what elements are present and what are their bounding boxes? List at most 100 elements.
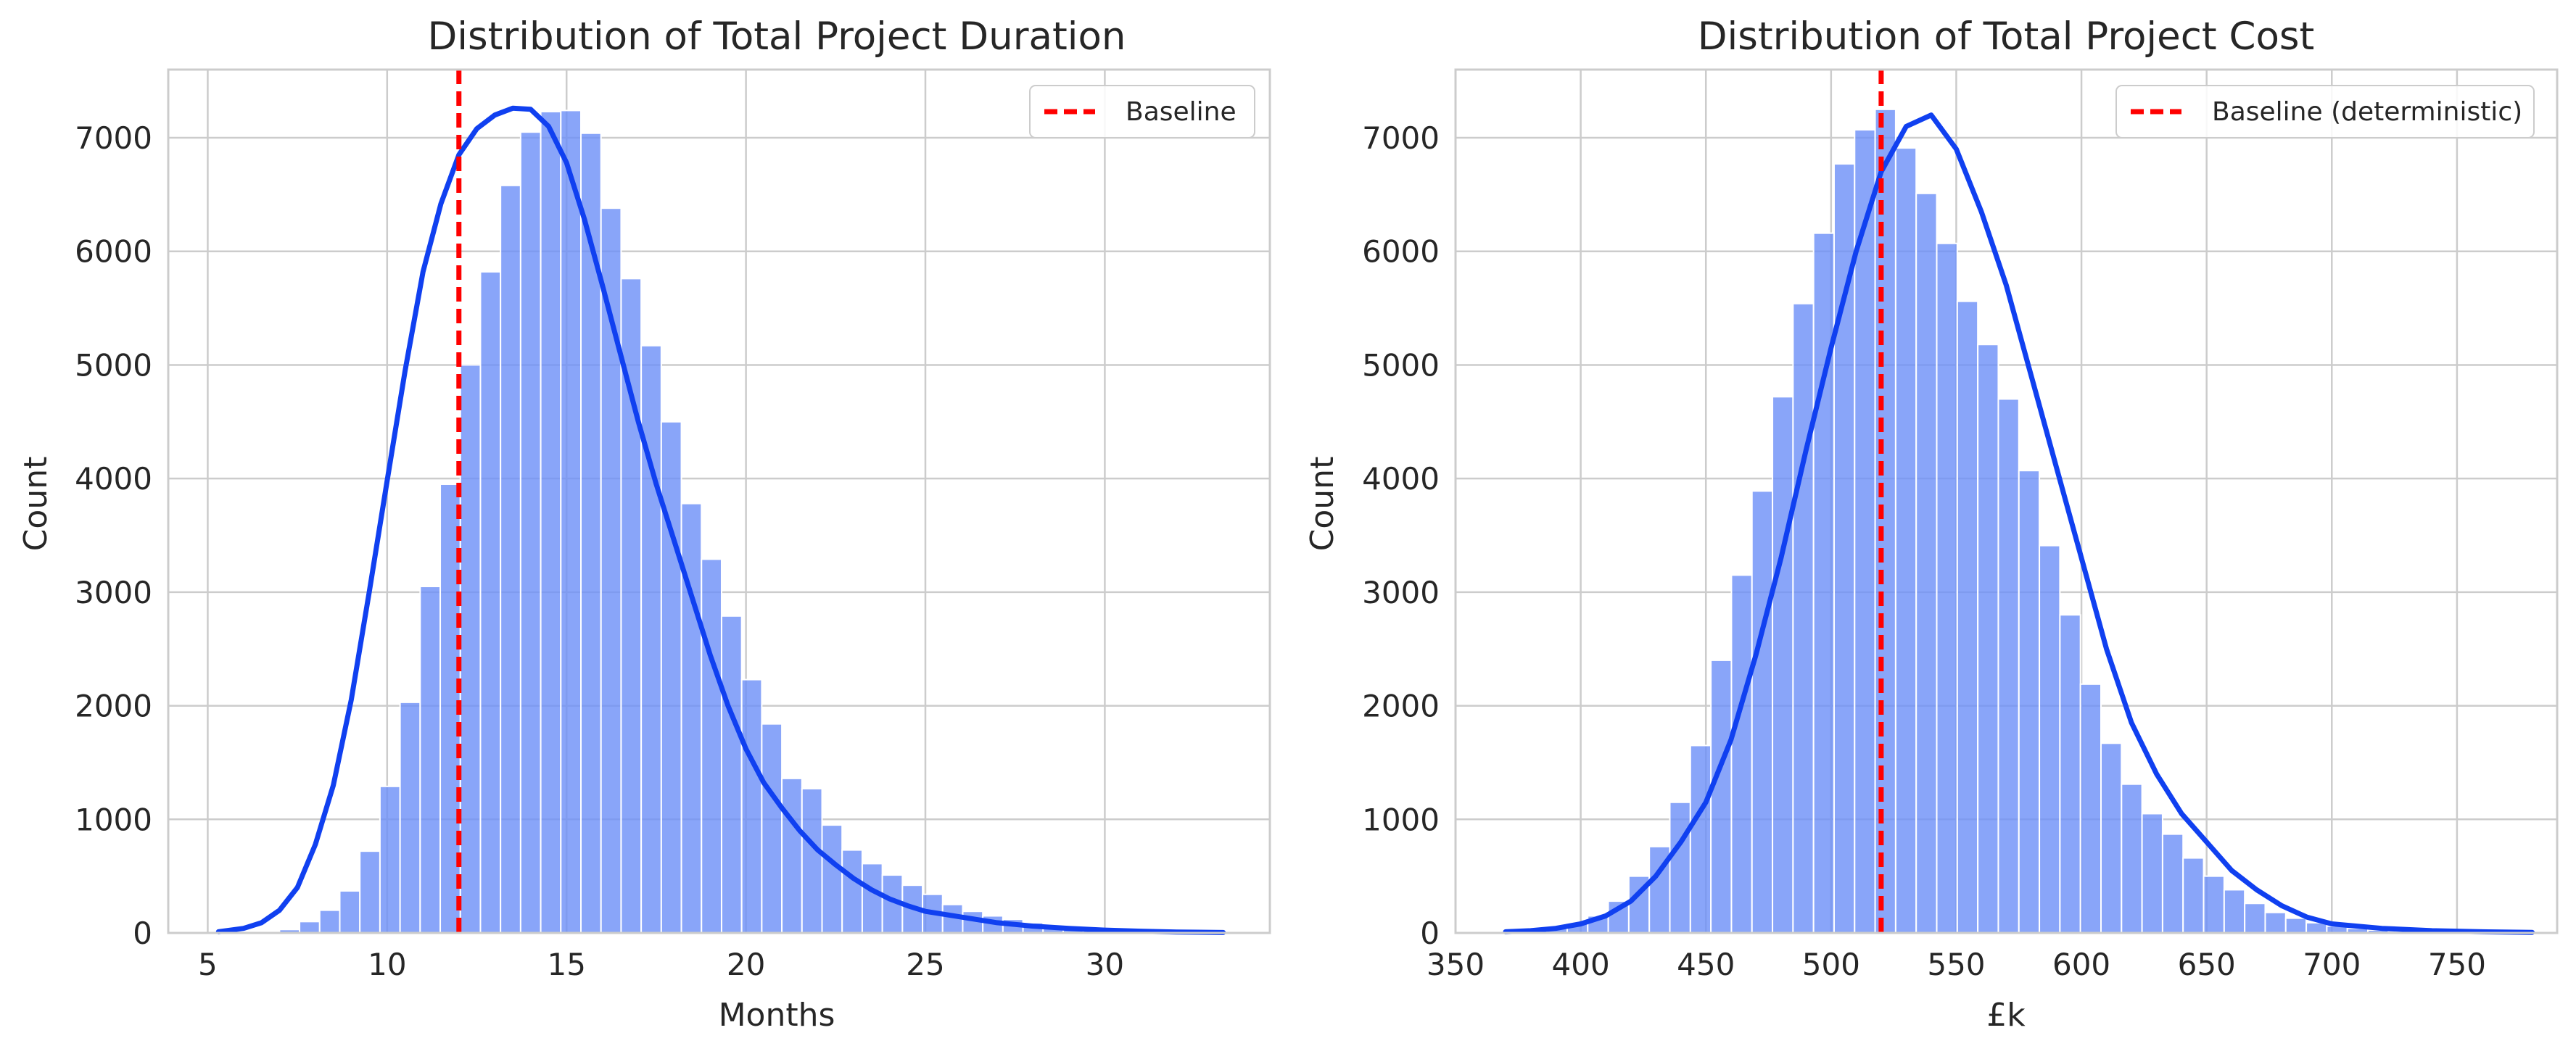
- duration-histogram-bar: [379, 785, 401, 934]
- duration-y-tick-label: 7000: [75, 120, 152, 156]
- cost-x-axis-label: £k: [1986, 997, 2026, 1034]
- duration-y-ticks: 0 1000 2000 3000 4000 5000 6000 7000: [75, 120, 152, 951]
- duration-histogram-bar: [701, 558, 722, 934]
- cost-x-tick-label: 400: [1552, 947, 1610, 982]
- duration-legend-box: [1029, 85, 1255, 138]
- duration-y-tick-label: 4000: [75, 461, 152, 497]
- cost-y-tick-label: 0: [1420, 916, 1440, 951]
- cost-histogram-bar: [2141, 813, 2163, 934]
- duration-histogram-bar: [801, 787, 823, 934]
- cost-x-tick-label: 450: [1677, 947, 1735, 982]
- cost-histogram-bar: [1792, 302, 1815, 934]
- duration-x-tick-label: 5: [198, 947, 218, 982]
- duration-histogram-bar: [560, 109, 582, 934]
- duration-y-tick-label: 5000: [75, 347, 152, 383]
- cost-x-tick-label: 550: [1927, 947, 1985, 982]
- duration-chart: 5 10 15 20 25 30 0 1000 2000 3000 4000 5000 6000 700…: [17, 14, 1271, 1034]
- cost-histogram-bar: [2161, 833, 2184, 934]
- cost-histogram-bar: [2264, 911, 2287, 934]
- duration-histogram-bar: [540, 110, 562, 934]
- duration-x-tick-label: 25: [906, 947, 944, 982]
- duration-kde-curve: [215, 105, 1226, 935]
- cost-y-tick-label: 4000: [1362, 461, 1440, 497]
- duration-y-tick-label: 1000: [75, 802, 152, 837]
- cost-axes-frame: [1454, 68, 2559, 934]
- cost-histogram-bar: [1854, 129, 1876, 934]
- cost-y-tick-label: 5000: [1362, 347, 1440, 383]
- cost-y-ticks: 0 1000 2000 3000 4000 5000 6000 7000: [1362, 120, 1440, 951]
- duration-histogram-bar: [740, 679, 763, 934]
- cost-histogram-bar: [2039, 544, 2061, 934]
- cost-histogram-bar: [1833, 163, 1856, 934]
- cost-legend-label: Baseline (deterministic): [2212, 97, 2522, 127]
- cost-histogram-bar: [2059, 614, 2081, 934]
- cost-histogram-bar: [2121, 783, 2143, 934]
- duration-histogram-bar: [761, 723, 783, 934]
- cost-x-tick-label: 600: [2052, 947, 2110, 982]
- cost-histogram-bar: [2018, 470, 2041, 934]
- cost-x-tick-label: 700: [2303, 947, 2361, 982]
- cost-x-tick-label: 500: [1802, 947, 1860, 982]
- duration-histogram-bar: [821, 824, 843, 934]
- cost-histogram-bar: [1669, 801, 1691, 934]
- duration-kde: [215, 105, 1226, 935]
- duration-y-tick-label: 6000: [75, 234, 152, 270]
- cost-x-tick-label: 750: [2428, 947, 2486, 982]
- cost-histogram-bar: [2203, 875, 2225, 934]
- duration-histogram-bar: [580, 132, 602, 934]
- cost-x-tick-label: 650: [2178, 947, 2236, 982]
- cost-x-ticks: 350 400 450 500 550 600 650 700 750: [1427, 947, 2486, 982]
- cost-histogram-bar: [1936, 242, 1958, 934]
- duration-frame: [167, 68, 1271, 934]
- cost-legend-box: [2115, 85, 2535, 138]
- cost-histogram-bar: [1710, 659, 1733, 934]
- cost-kde-curve: [1503, 112, 2535, 935]
- duration-histogram-bar: [459, 364, 482, 934]
- cost-chart-title: Distribution of Total Project Cost: [1698, 14, 2315, 59]
- cost-histogram-bar: [2079, 683, 2102, 934]
- cost-kde: [1503, 112, 2535, 935]
- cost-histogram-bar: [2223, 889, 2246, 934]
- duration-histogram-bar: [479, 270, 502, 934]
- duration-bars: [258, 109, 1266, 934]
- cost-histogram-bar: [1874, 108, 1896, 934]
- duration-histogram-bar: [841, 849, 863, 934]
- cost-histogram-bar: [1915, 192, 1938, 934]
- cost-legend: Baseline (deterministic): [2115, 85, 2535, 138]
- cost-histogram-bar: [2100, 742, 2123, 934]
- cost-frame: [1454, 68, 2559, 934]
- duration-histogram-bar: [881, 874, 904, 934]
- cost-histogram-bar: [2284, 917, 2308, 934]
- cost-chart: 350 400 450 500 550 600 650 700 750 0 1000 2000 300…: [1304, 14, 2559, 1034]
- duration-histogram-bar: [861, 863, 883, 934]
- cost-histogram-bar: [1956, 300, 1979, 934]
- duration-histogram-bar: [359, 850, 381, 934]
- cost-histogram-bar: [1730, 574, 1753, 934]
- duration-histogram-bar: [660, 420, 682, 934]
- duration-y-axis-label: Count: [17, 457, 54, 552]
- duration-legend-label: Baseline: [1126, 97, 1237, 127]
- duration-histogram-bar: [299, 921, 321, 934]
- duration-y-tick-label: 3000: [75, 575, 152, 610]
- cost-histogram-bar: [1997, 398, 2020, 934]
- duration-legend: Baseline: [1029, 85, 1255, 138]
- cost-x-tick-label: 350: [1427, 947, 1485, 982]
- duration-histogram-bar: [419, 586, 442, 934]
- duration-y-tick-label: 0: [133, 916, 152, 951]
- duration-histogram-bar: [781, 777, 803, 934]
- cost-histogram-bar: [1772, 396, 1794, 934]
- duration-x-tick-label: 10: [368, 947, 406, 982]
- cost-y-axis-label: Count: [1304, 457, 1341, 552]
- duration-histogram-bar: [318, 909, 341, 934]
- duration-histogram-bar: [339, 890, 361, 934]
- duration-x-ticks: 5 10 15 20 25 30: [198, 947, 1124, 982]
- duration-histogram-bar: [519, 131, 542, 934]
- cost-y-tick-label: 1000: [1362, 802, 1440, 837]
- duration-x-tick-label: 20: [727, 947, 765, 982]
- duration-histogram-bar: [399, 701, 421, 934]
- duration-axes-frame: [167, 68, 1271, 934]
- duration-y-tick-label: 2000: [75, 689, 152, 724]
- duration-x-tick-label: 15: [547, 947, 585, 982]
- cost-histogram-bar: [1689, 744, 1712, 934]
